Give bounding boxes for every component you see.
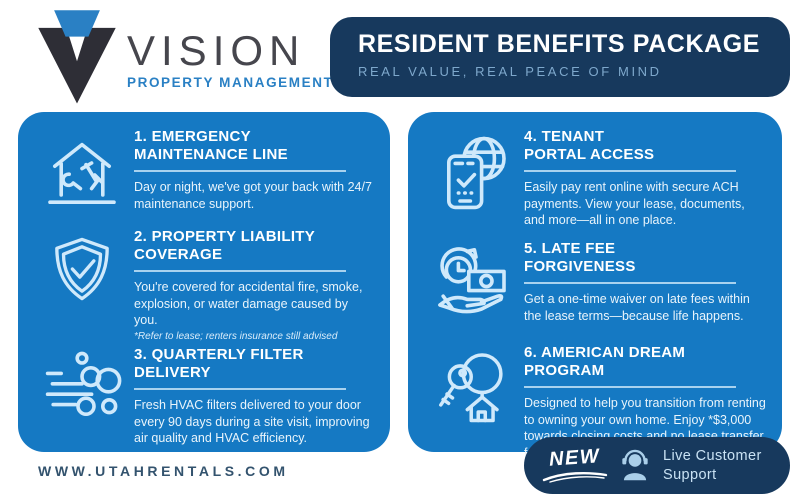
benefit-liability-coverage: 2. PROPERTY LIABILITY COVERAGE You're co…: [30, 223, 378, 342]
benefit-title: 3. QUARTERLY FILTER DELIVERY: [134, 346, 304, 381]
support-label: Live Customer Support: [663, 448, 762, 483]
page-title: RESIDENT BENEFITS PACKAGE: [358, 30, 761, 58]
headset-agent-icon: [622, 449, 648, 480]
divider: [134, 170, 346, 173]
benefit-body: Easily pay rent online with secure ACH p…: [524, 180, 745, 228]
title-banner: RESIDENT BENEFITS PACKAGE REAL VALUE, RE…: [330, 17, 790, 97]
benefit-body: Fresh HVAC filters delivered to your doo…: [134, 398, 370, 446]
benefit-title: 1. EMERGENCY MAINTENANCE LINE: [134, 128, 288, 163]
benefit-title: 5. LATE FEE FORGIVENESS: [524, 240, 636, 275]
benefit-note: *Refer to lease; renters insurance still…: [134, 330, 338, 342]
benefit-title: 4. TENANT PORTAL ACCESS: [524, 128, 655, 163]
clock-money-hand-icon: [438, 247, 506, 314]
house-tools-icon: [48, 142, 116, 204]
divider: [524, 170, 736, 173]
phone-globe-icon: [447, 136, 506, 210]
divider: [134, 388, 346, 391]
benefit-body: Get a one-time waiver on late fees withi…: [524, 292, 750, 323]
wind-air-icon: [45, 351, 122, 416]
benefit-tenant-portal: 4. TENANT PORTAL ACCESS Easily pay rent …: [420, 123, 770, 235]
shield-check-icon: [55, 237, 109, 301]
live-support-badge: NEW Live Customer Support: [524, 437, 790, 494]
benefit-american-dream: 6. AMERICAN DREAM PROGRAM Designed to he…: [420, 339, 770, 460]
logo-name: VISION: [127, 27, 306, 74]
vision-logo: VISION PROPERTY MANAGEMENT: [33, 4, 333, 108]
benefit-late-fee-forgiveness: 5. LATE FEE FORGIVENESS Get a one-time w…: [420, 235, 770, 339]
benefit-body: You're covered for accidental fire, smok…: [134, 280, 363, 328]
benefits-panel-right: 4. TENANT PORTAL ACCESS Easily pay rent …: [408, 112, 782, 460]
swoosh-underline-icon: [542, 471, 608, 483]
divider: [524, 386, 736, 389]
keys-house-icon: [439, 353, 503, 423]
benefit-title: 6. AMERICAN DREAM PROGRAM: [524, 344, 686, 379]
divider: [524, 282, 736, 285]
benefit-emergency-maintenance: 1. EMERGENCY MAINTENANCE LINE Day or nig…: [30, 123, 378, 223]
benefit-filter-delivery: 3. QUARTERLY FILTER DELIVERY Fresh HVAC …: [30, 341, 378, 445]
website-url: WWW.UTAHRENTALS.COM: [38, 463, 289, 479]
benefit-title: 2. PROPERTY LIABILITY COVERAGE: [134, 228, 316, 263]
divider: [134, 270, 346, 273]
benefit-body: Day or night, we've got your back with 2…: [134, 180, 372, 211]
page-subtitle: REAL VALUE, REAL PEACE OF MIND: [358, 64, 662, 79]
vision-v-logo-icon: [38, 10, 116, 104]
new-label: NEW: [548, 445, 602, 471]
benefits-panel-left: 1. EMERGENCY MAINTENANCE LINE Day or nig…: [18, 112, 390, 452]
logo-tagline: PROPERTY MANAGEMENT: [127, 75, 334, 90]
